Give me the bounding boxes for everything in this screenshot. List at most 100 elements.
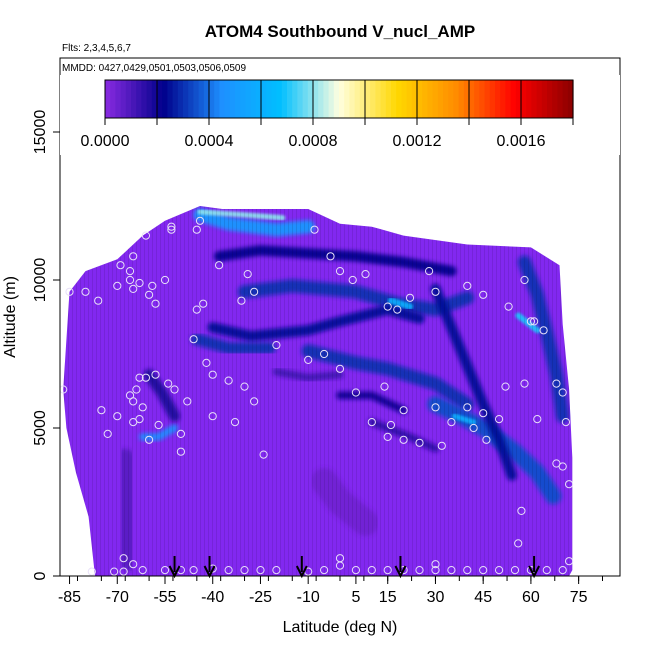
sample-point: [103, 429, 112, 438]
sample-point: [145, 290, 154, 299]
colorbar-cell: [136, 80, 142, 118]
sample-point: [565, 557, 574, 566]
sample-point: [431, 566, 440, 575]
colorbar-cell: [339, 80, 345, 118]
sample-point: [565, 480, 574, 489]
sample-point: [558, 388, 567, 397]
sample-point: [320, 349, 329, 359]
sample-point: [230, 418, 240, 427]
sample-point: [199, 299, 208, 308]
sample-point: [240, 382, 249, 391]
colorbar-cell: [307, 80, 314, 118]
colorbar-cell: [495, 80, 501, 118]
sample-point: [259, 450, 268, 459]
sample-point: [202, 358, 211, 367]
colorbar-cell: [115, 80, 122, 118]
colorbar-cell: [183, 80, 189, 118]
colorbar-cell: [125, 80, 132, 118]
colorbar-cell: [302, 80, 309, 118]
colorbar-cell: [396, 80, 402, 118]
colorbar-cell: [219, 80, 226, 118]
colorbar-cell: [463, 80, 470, 118]
colorbar-cell: [177, 80, 184, 118]
sample-point: [399, 435, 408, 444]
sample-point: [129, 284, 138, 293]
colorbar-cell: [547, 80, 553, 118]
colorbar-cell: [365, 80, 371, 118]
y-axis: 0 5000 10000 15000: [32, 110, 60, 580]
sample-point: [170, 385, 179, 394]
sample-point: [482, 435, 491, 444]
colorbar-cell: [349, 80, 356, 118]
colorbar-cell: [110, 80, 116, 118]
sample-point: [510, 566, 520, 575]
sample-point: [383, 302, 392, 311]
sample-point: [310, 225, 319, 234]
sample-point: [335, 364, 345, 373]
x-tick-label: 45: [474, 589, 492, 606]
sample-point: [164, 379, 173, 388]
colorbar-cell: [505, 80, 512, 118]
sample-point: [224, 566, 233, 575]
sample-point: [208, 370, 217, 379]
colorbar-cell: [515, 80, 522, 118]
colorbar-cell: [281, 80, 288, 118]
sample-point: [415, 438, 424, 447]
colorbar-cell: [188, 80, 194, 118]
colorbar-tick-label: 0.0012: [393, 133, 442, 150]
sample-point: [65, 287, 74, 296]
sample-point: [415, 566, 424, 575]
sample-point: [504, 302, 513, 311]
sample-point: [495, 566, 504, 575]
heatmap-column-texture: [63, 206, 573, 576]
colorbar-cell: [318, 80, 324, 118]
sample-point: [552, 379, 561, 388]
sample-point: [463, 566, 472, 575]
sample-point: [215, 261, 224, 270]
flights-label: Flts: 2,3,4,5,6,7: [62, 43, 131, 54]
colorbar-cell: [562, 80, 569, 118]
sample-point: [113, 281, 122, 290]
colorbar-cell: [266, 80, 272, 118]
sample-point: [176, 429, 185, 438]
sample-point: [151, 299, 160, 308]
x-tick-label: -55: [153, 589, 176, 606]
colorbar-cell: [214, 80, 220, 118]
sample-point: [431, 287, 440, 296]
sample-point: [240, 566, 249, 575]
sample-point: [463, 403, 472, 412]
x-tick-label: -25: [249, 589, 272, 606]
colorbar-cell: [521, 80, 527, 118]
sample-point: [335, 267, 345, 276]
colorbar-cell: [240, 80, 246, 118]
sample-point: [125, 267, 135, 276]
colorbar-cell: [474, 80, 480, 118]
sample-point: [405, 293, 415, 302]
colorbar-cell: [448, 80, 454, 118]
colorbar-cell: [484, 80, 491, 118]
sample-point: [135, 278, 144, 288]
colorbar-cell: [131, 80, 137, 118]
sample-point: [463, 281, 472, 290]
sample-point: [208, 412, 217, 421]
dates-label: MMDD: 0427,0429,0501,0503,0506,0509: [62, 63, 246, 74]
sample-point: [97, 406, 106, 415]
colorbar-cell: [276, 80, 283, 118]
colorbar-cell: [391, 80, 397, 118]
colorbar-cell: [203, 80, 210, 118]
sample-point: [132, 385, 141, 394]
colorbar-cell: [120, 80, 127, 118]
sample-point: [129, 397, 138, 406]
sample-point: [533, 415, 542, 424]
sample-point: [304, 355, 313, 364]
y-tick-label: 0: [32, 571, 49, 580]
sample-point: [243, 270, 252, 279]
sample-point: [367, 566, 376, 575]
sample-point: [520, 275, 529, 285]
sample-point: [167, 222, 176, 231]
sample-point: [386, 420, 395, 430]
sample-point: [183, 397, 192, 406]
colorbar-cell: [193, 80, 200, 118]
colorbar-cell: [271, 80, 278, 118]
